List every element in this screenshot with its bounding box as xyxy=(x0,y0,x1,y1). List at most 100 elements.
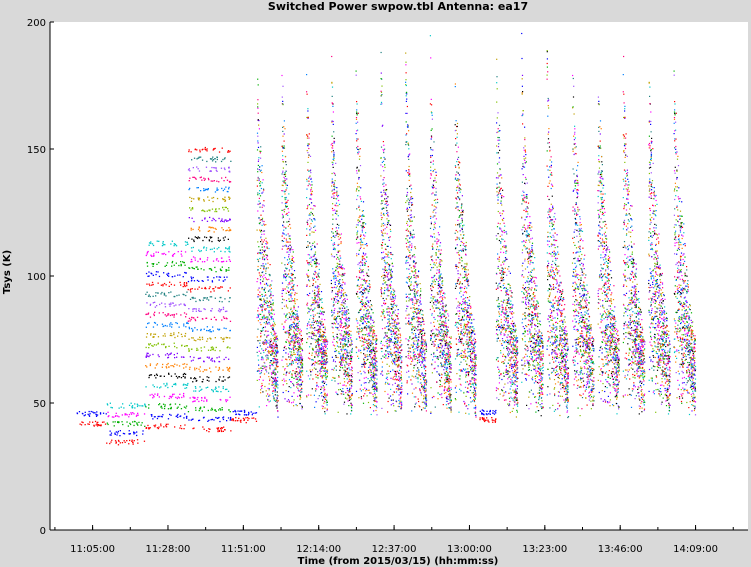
data-point xyxy=(150,374,153,376)
data-point xyxy=(294,298,296,300)
data-point xyxy=(190,419,192,421)
data-point xyxy=(358,158,361,160)
data-point xyxy=(157,415,159,418)
data-point xyxy=(312,242,314,244)
data-point xyxy=(290,272,292,275)
data-point xyxy=(315,368,317,370)
data-point xyxy=(229,368,231,370)
data-point xyxy=(276,365,278,367)
data-point xyxy=(296,313,298,315)
data-point xyxy=(260,336,262,338)
data-point xyxy=(193,280,196,282)
data-point xyxy=(330,282,332,285)
data-point xyxy=(331,231,333,233)
data-point xyxy=(188,308,190,310)
data-point xyxy=(341,290,343,292)
data-point xyxy=(272,390,274,392)
data-point xyxy=(270,293,272,295)
data-point xyxy=(325,336,327,338)
data-point xyxy=(225,356,227,359)
data-point xyxy=(293,405,295,407)
data-point xyxy=(309,175,311,177)
data-point xyxy=(228,267,230,269)
data-point xyxy=(320,360,322,362)
data-point xyxy=(342,327,344,329)
data-point xyxy=(368,371,370,373)
data-point xyxy=(302,370,304,372)
data-point xyxy=(293,353,295,356)
data-point xyxy=(222,207,224,209)
data-point xyxy=(332,272,334,274)
data-point xyxy=(198,227,200,229)
data-point xyxy=(373,349,375,351)
data-point xyxy=(289,276,291,278)
data-point xyxy=(270,331,272,333)
data-point xyxy=(203,199,205,201)
data-point xyxy=(164,354,167,356)
data-point xyxy=(260,187,262,190)
data-point xyxy=(76,412,78,414)
data-point xyxy=(264,303,266,305)
data-point xyxy=(144,405,147,407)
data-point xyxy=(222,237,225,239)
data-point xyxy=(286,400,288,402)
data-point xyxy=(284,257,286,259)
data-point xyxy=(285,245,287,247)
data-point xyxy=(221,257,223,259)
data-point xyxy=(149,284,151,287)
data-point xyxy=(346,327,348,329)
data-point xyxy=(295,329,297,331)
data-point xyxy=(318,301,320,303)
data-point xyxy=(337,323,339,325)
data-segment-scan-4 xyxy=(187,146,232,433)
data-point xyxy=(266,246,268,248)
data-point xyxy=(268,383,270,385)
data-point xyxy=(148,344,150,346)
data-point xyxy=(364,235,366,237)
data-point xyxy=(290,337,292,340)
data-point xyxy=(361,225,363,227)
data-point xyxy=(291,337,293,339)
data-point xyxy=(288,193,290,195)
data-point xyxy=(281,217,284,219)
data-point xyxy=(321,301,323,303)
data-point xyxy=(200,190,202,192)
data-point xyxy=(316,329,318,331)
data-point xyxy=(218,151,221,153)
data-point xyxy=(366,322,368,325)
data-point xyxy=(335,356,337,358)
data-point xyxy=(198,308,200,310)
data-point xyxy=(347,346,349,348)
data-point xyxy=(293,330,295,332)
data-point xyxy=(281,248,283,250)
data-point xyxy=(344,332,346,334)
data-point xyxy=(372,334,374,336)
data-point xyxy=(359,291,361,294)
data-point xyxy=(267,358,269,360)
data-point xyxy=(261,243,263,245)
data-point xyxy=(194,236,196,238)
data-point xyxy=(322,357,324,359)
data-point xyxy=(298,358,300,361)
data-point xyxy=(317,306,319,308)
data-point xyxy=(286,371,288,373)
data-point xyxy=(194,397,196,399)
data-point xyxy=(333,242,335,244)
data-point xyxy=(199,336,201,338)
data-point xyxy=(190,247,193,249)
data-point xyxy=(265,224,267,226)
data-point xyxy=(224,196,226,198)
data-point xyxy=(260,306,262,308)
data-point xyxy=(371,376,373,378)
data-point xyxy=(301,366,303,368)
data-point xyxy=(350,356,352,358)
data-point xyxy=(156,427,159,429)
data-point xyxy=(339,365,341,367)
data-point xyxy=(154,333,157,335)
data-point xyxy=(214,227,216,230)
data-point xyxy=(341,350,343,352)
data-point xyxy=(337,263,339,265)
data-point xyxy=(348,317,350,319)
data-point xyxy=(137,414,139,416)
data-point xyxy=(213,419,215,421)
